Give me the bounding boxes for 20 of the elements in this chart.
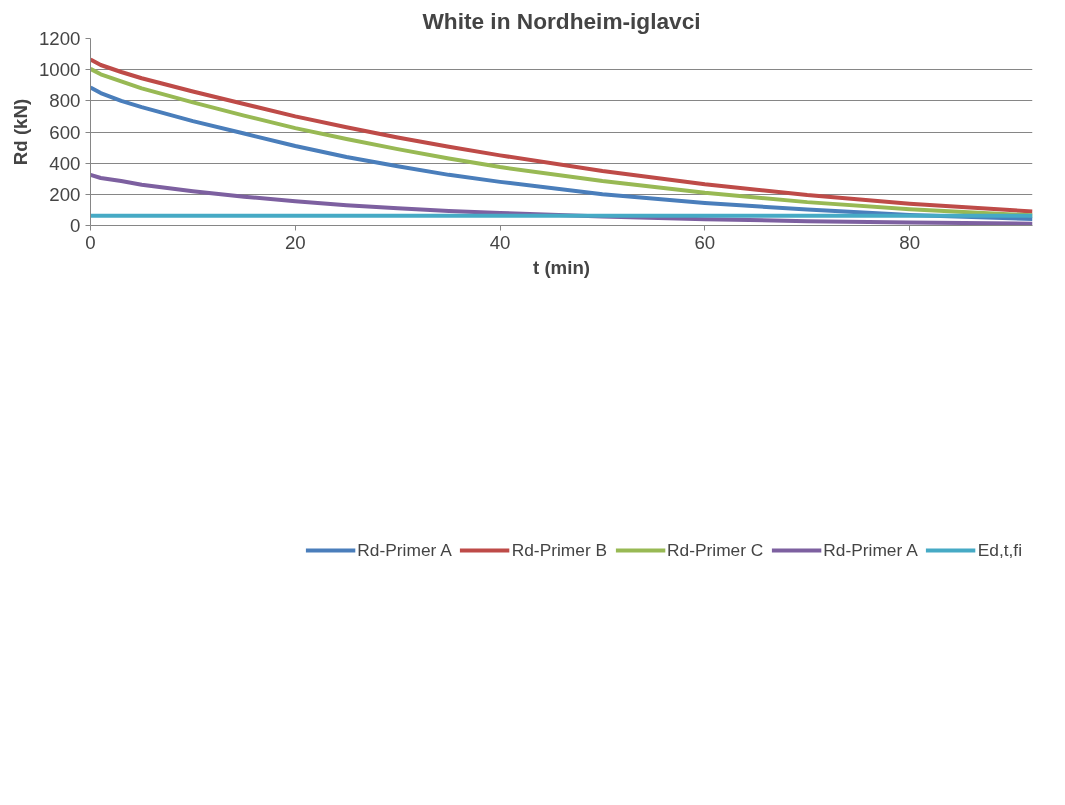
legend-label: Rd-Primer B <box>511 539 608 561</box>
y-tick-label: 1000 <box>39 59 81 81</box>
x-tick-label: 40 <box>489 231 511 253</box>
legend-label: Ed,t,fi <box>977 539 1022 561</box>
y-tick-label: 200 <box>49 183 81 205</box>
y-tick-label: 600 <box>49 121 81 143</box>
y-tick-label: 400 <box>49 152 81 174</box>
x-tick-label: 60 <box>694 231 716 253</box>
x-tick-label: 0 <box>85 231 96 253</box>
legend-label: Rd-Primer C <box>667 539 764 561</box>
legend-label: Rd-Primer A <box>357 539 452 561</box>
x-tick-label: 20 <box>284 231 306 253</box>
y-axis-title: Rd (kN) <box>10 98 31 166</box>
y-tick-label: 800 <box>49 90 81 112</box>
y-tick-label: 1200 <box>39 28 81 49</box>
y-tick-label: 0 <box>70 215 81 236</box>
x-axis-title: t (min) <box>533 256 591 278</box>
x-tick-label: 80 <box>899 231 921 253</box>
chart-title: White in Nordheim-iglavci <box>422 7 701 34</box>
legend-label: Rd-Primer A <box>823 539 918 561</box>
